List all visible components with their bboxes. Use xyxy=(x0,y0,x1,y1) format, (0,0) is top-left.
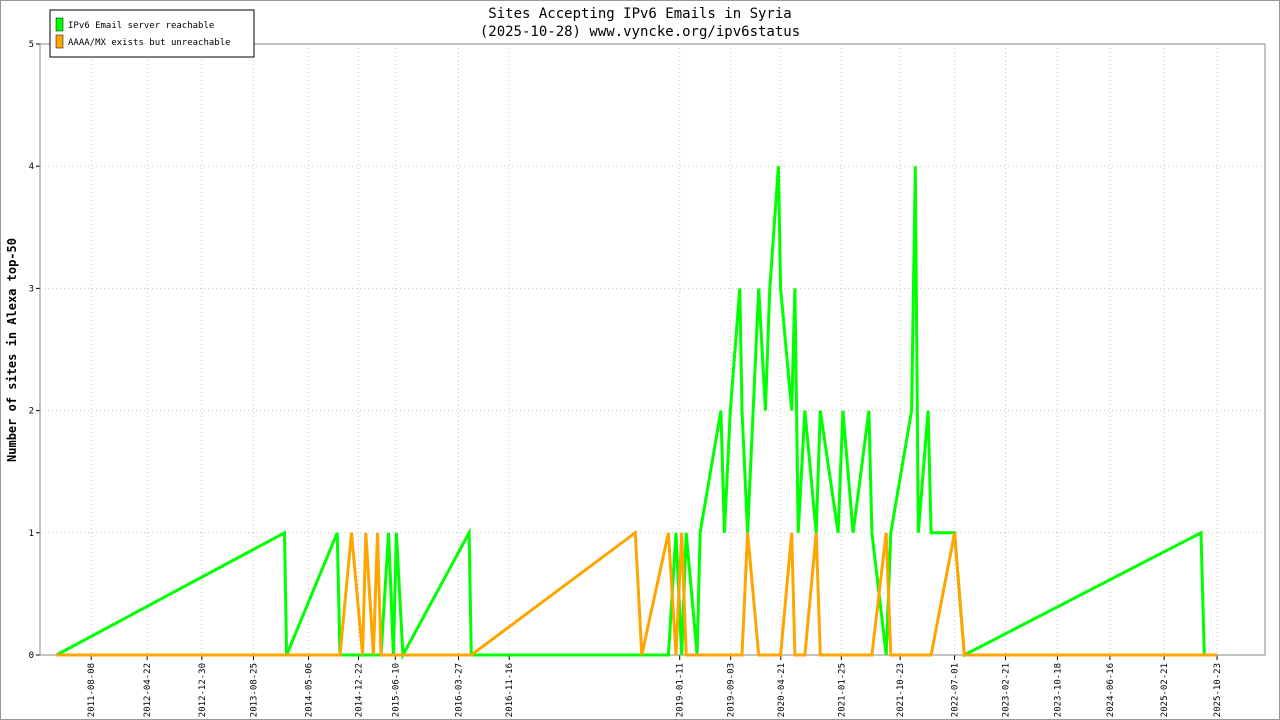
x-tick-label: 2020-04-21 xyxy=(777,663,787,717)
x-tick-label: 2014-12-22 xyxy=(354,663,364,717)
x-tick-label: 2012-04-22 xyxy=(143,663,153,717)
x-tick-label: 2025-02-21 xyxy=(1160,663,1170,717)
y-tick-label: 0 xyxy=(29,651,34,661)
x-tick-label: 2023-10-18 xyxy=(1053,663,1063,717)
chart-title: Sites Accepting IPv6 Emails in Syria xyxy=(488,6,791,22)
x-tick-label: 2012-12-30 xyxy=(198,663,208,717)
y-tick-label: 5 xyxy=(29,40,34,50)
x-tick-label: 2013-08-25 xyxy=(249,663,259,717)
x-tick-label: 2021-10-23 xyxy=(896,663,906,717)
x-tick-label: 2016-11-16 xyxy=(505,663,515,717)
x-tick-label: 2022-07-01 xyxy=(951,663,961,717)
legend-label: AAAA/MX exists but unreachable xyxy=(68,38,231,48)
x-tick-label: 2016-03-27 xyxy=(454,663,464,717)
x-tick-label: 2015-06-10 xyxy=(391,663,401,717)
legend-swatch xyxy=(55,34,64,49)
y-tick-label: 2 xyxy=(29,407,34,417)
x-tick-label: 2019-01-11 xyxy=(676,663,686,717)
x-tick-label: 2023-02-21 xyxy=(1002,663,1012,717)
x-tick-label: 2011-08-08 xyxy=(87,663,97,717)
x-tick-label: 2025-10-23 xyxy=(1213,663,1223,717)
x-tick-label: 2021-01-25 xyxy=(837,663,847,717)
y-tick-label: 4 xyxy=(29,162,34,172)
legend-label: IPv6 Email server reachable xyxy=(68,21,214,31)
legend-swatch xyxy=(55,17,64,32)
x-tick-label: 2014-05-06 xyxy=(305,663,315,717)
y-tick-label: 1 xyxy=(29,529,34,539)
legend-box xyxy=(49,9,255,58)
x-tick-label: 2024-06-16 xyxy=(1106,663,1116,717)
y-tick-label: 3 xyxy=(29,284,34,294)
y-axis-label: Number of sites in Alexa top-50 xyxy=(5,238,19,462)
chart-subtitle: (2025-10-28) www.vyncke.org/ipv6status xyxy=(480,24,800,40)
x-tick-label: 2019-09-03 xyxy=(727,663,737,717)
series-line xyxy=(56,529,1218,657)
